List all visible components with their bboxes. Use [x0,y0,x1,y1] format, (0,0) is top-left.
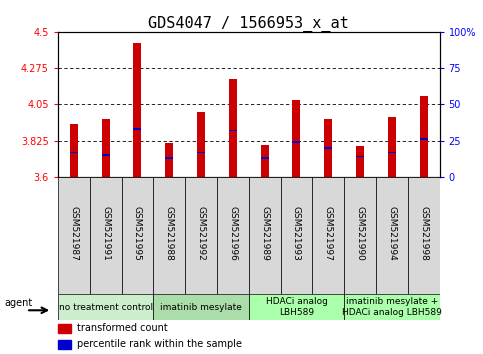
Bar [293,99,300,177]
Text: HDACi analog
LBH589: HDACi analog LBH589 [266,297,327,317]
Bar [58,294,154,320]
Bar [165,143,173,177]
Text: GSM521993: GSM521993 [292,206,301,261]
Bar [420,96,427,177]
Bar [293,141,300,143]
Bar [197,113,205,177]
Bar [356,146,364,177]
Bar [58,177,90,294]
Bar [261,145,269,177]
Bar [154,294,249,320]
Text: GSM521990: GSM521990 [355,206,365,261]
Bar [249,294,344,320]
Bar [388,152,396,153]
Bar [197,152,205,153]
Bar [122,177,154,294]
Bar [229,79,237,177]
Bar [261,157,269,159]
Bar [388,117,396,177]
Text: GSM521987: GSM521987 [70,206,78,261]
Text: GSM521994: GSM521994 [387,206,397,261]
Bar [133,128,142,130]
Bar [344,294,440,320]
Bar [133,43,142,177]
Text: GSM521992: GSM521992 [197,206,206,261]
Bar [249,177,281,294]
Bar [420,138,427,140]
Bar [217,177,249,294]
Text: no treatment control: no treatment control [58,303,153,312]
Bar [229,130,237,131]
Bar [324,119,332,177]
Text: imatinib mesylate +
HDACi analog LBH589: imatinib mesylate + HDACi analog LBH589 [342,297,442,317]
Bar [344,177,376,294]
Text: GSM521997: GSM521997 [324,206,333,261]
Title: GDS4047 / 1566953_x_at: GDS4047 / 1566953_x_at [148,16,349,32]
Bar [70,124,78,177]
Bar [102,154,110,156]
Bar [154,177,185,294]
Text: GSM521988: GSM521988 [165,206,174,261]
Text: GSM521995: GSM521995 [133,206,142,261]
Bar [58,324,71,333]
Text: imatinib mesylate: imatinib mesylate [160,303,242,312]
Text: agent: agent [5,298,33,308]
Text: transformed count: transformed count [77,324,168,333]
Bar [408,177,440,294]
Text: GSM521989: GSM521989 [260,206,269,261]
Bar [70,152,78,153]
Bar [58,339,71,349]
Bar [376,177,408,294]
Bar [313,177,344,294]
Bar [165,157,173,159]
Text: percentile rank within the sample: percentile rank within the sample [77,339,242,349]
Text: GSM521998: GSM521998 [419,206,428,261]
Bar [324,147,332,149]
Bar [90,177,122,294]
Text: GSM521996: GSM521996 [228,206,237,261]
Bar [356,156,364,158]
Bar [281,177,313,294]
Bar [185,177,217,294]
Bar [102,119,110,177]
Text: GSM521991: GSM521991 [101,206,110,261]
